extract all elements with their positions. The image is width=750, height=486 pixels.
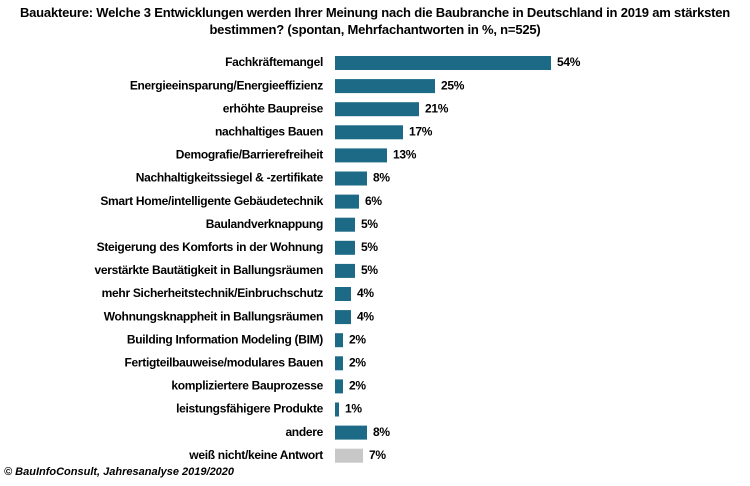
value-label: 1% xyxy=(345,402,362,416)
bar xyxy=(335,171,367,186)
bar xyxy=(335,356,343,371)
category-label: Energieeinsparung/Energieeffizienz xyxy=(130,78,323,92)
category-label: Fachkräftemangel xyxy=(225,55,323,69)
bar xyxy=(335,310,351,325)
value-label: 2% xyxy=(349,379,366,393)
value-label: 7% xyxy=(369,448,386,462)
bar xyxy=(335,263,355,278)
value-label: 5% xyxy=(361,240,378,254)
value-label: 17% xyxy=(409,124,433,138)
bar xyxy=(335,56,551,70)
value-label: 4% xyxy=(357,286,374,300)
category-label: Building Information Modeling (BIM) xyxy=(127,332,323,346)
value-label: 5% xyxy=(361,217,378,231)
category-label: mehr Sicherheitstechnik/Einbruchschutz xyxy=(102,286,324,300)
bar xyxy=(335,448,363,463)
bar xyxy=(335,217,355,232)
value-label: 4% xyxy=(357,309,374,323)
category-label: andere xyxy=(285,425,323,439)
value-label: 8% xyxy=(373,425,390,439)
bar xyxy=(335,148,387,163)
source-note: © BauInfoConsult, Jahresanalyse 2019/202… xyxy=(4,466,235,478)
category-label: erhöhte Baupreise xyxy=(223,101,324,115)
category-label: kompliziertere Bauprozesse xyxy=(171,379,323,393)
value-label: 2% xyxy=(349,355,366,369)
category-label: Nachhaltigkeitssiegel & -zertifikate xyxy=(136,171,324,185)
value-label: 13% xyxy=(393,148,417,162)
category-label: Steigerung des Komforts in der Wohnung xyxy=(97,240,323,254)
category-label: verstärkte Bautätigkeit in Ballungsräume… xyxy=(95,263,323,277)
value-label: 21% xyxy=(425,101,449,115)
value-label: 8% xyxy=(373,171,390,185)
value-label: 54% xyxy=(557,55,581,69)
value-label: 25% xyxy=(441,78,465,92)
bar xyxy=(335,333,343,348)
chart-title: Bauakteure: Welche 3 Entwicklungen werde… xyxy=(19,5,731,37)
category-label: Wohnungsknappheit in Ballungsräumen xyxy=(104,309,323,323)
category-label: nachhaltiges Bauen xyxy=(215,124,323,138)
bar xyxy=(335,287,351,301)
bar xyxy=(335,379,343,394)
bar xyxy=(335,125,403,140)
bar xyxy=(335,402,339,417)
category-label: weiß nicht/keine Antwort xyxy=(188,448,323,462)
category-label: Fertigteilbauweise/modulares Bauen xyxy=(124,355,323,369)
bar xyxy=(335,425,367,440)
category-label: Smart Home/intelligente Gebäudetechnik xyxy=(100,194,323,208)
value-label: 6% xyxy=(365,194,382,208)
bar xyxy=(335,240,355,255)
value-label: 5% xyxy=(361,263,378,277)
bar xyxy=(335,102,419,117)
category-label: leistungsfähigere Produkte xyxy=(176,402,324,416)
bar xyxy=(335,79,435,94)
category-label: Baulandverknappung xyxy=(206,217,323,231)
value-label: 2% xyxy=(349,332,366,346)
category-label: Demografie/Barrierefreiheit xyxy=(176,148,324,162)
bar xyxy=(335,194,359,209)
